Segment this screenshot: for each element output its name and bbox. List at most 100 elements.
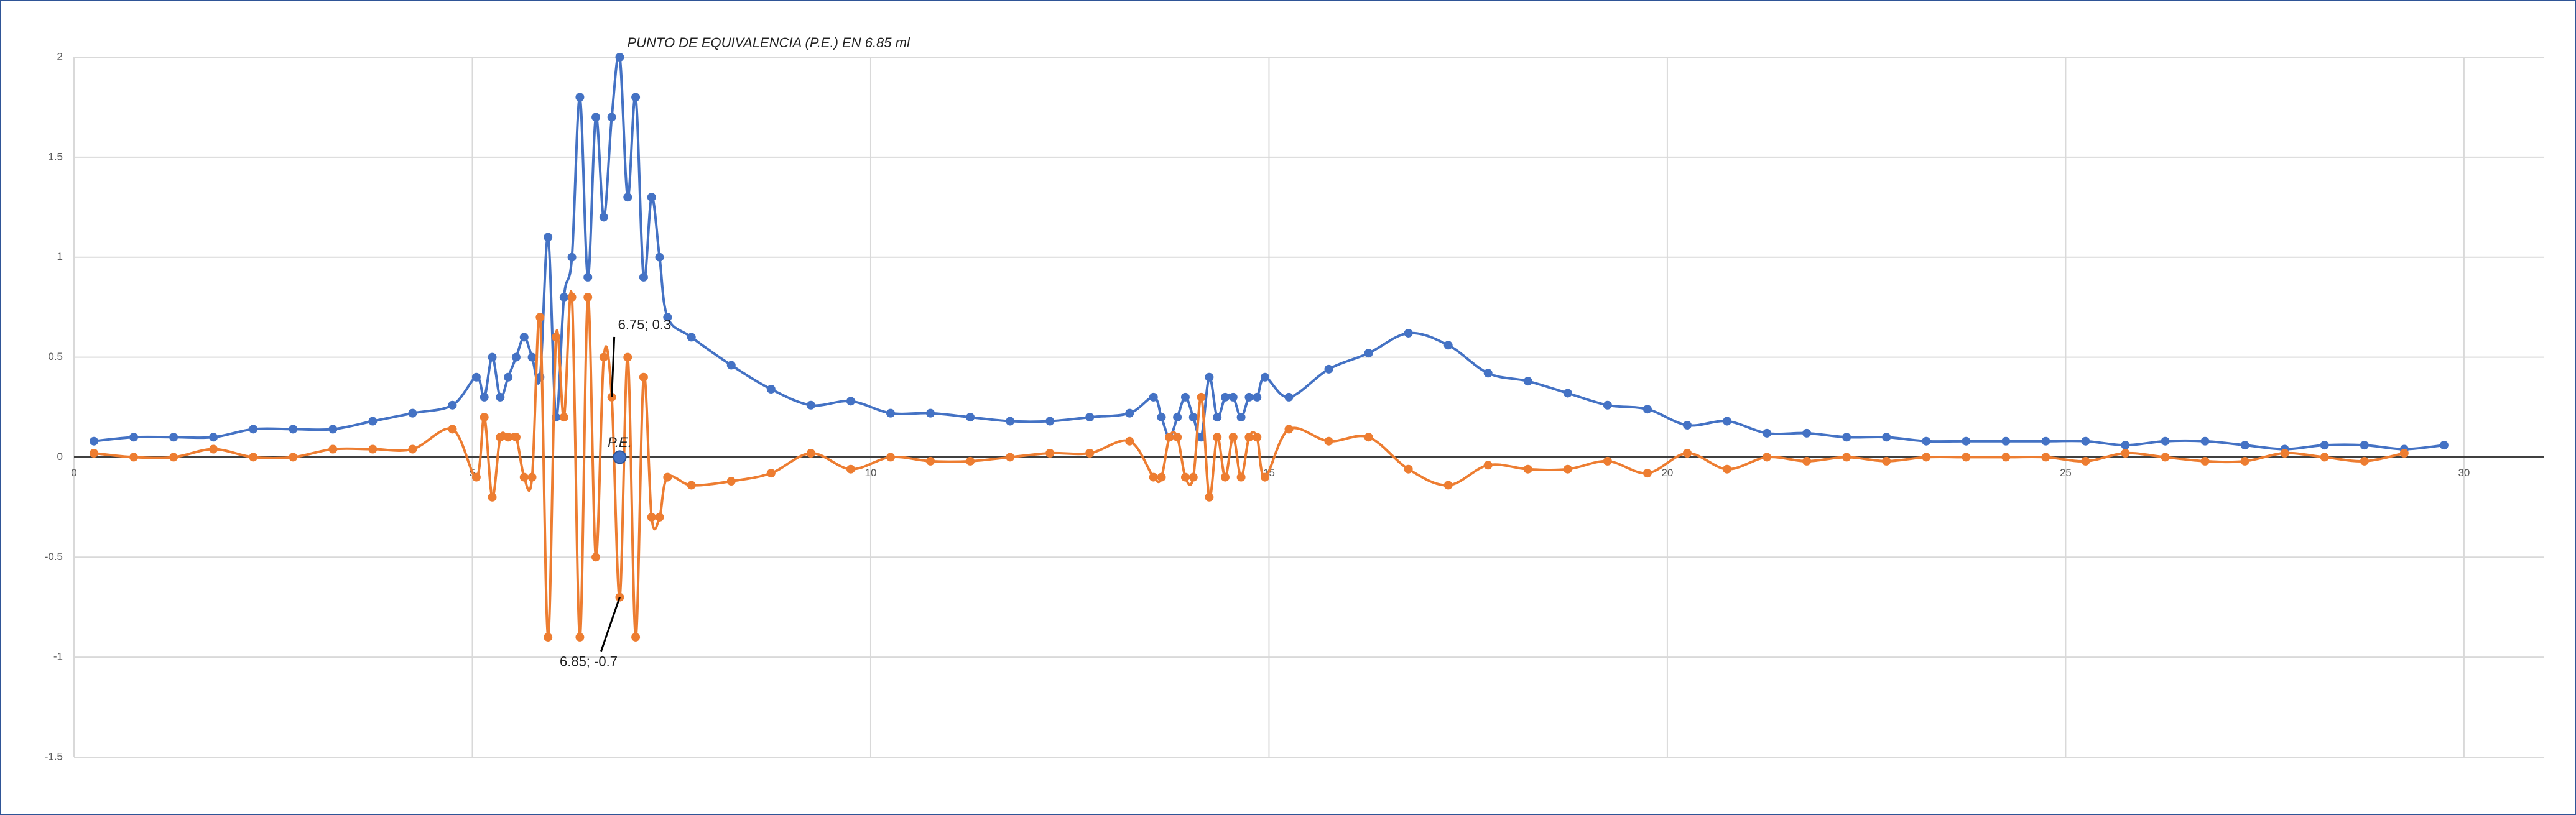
data-point — [1045, 417, 1055, 426]
data-point — [519, 472, 529, 482]
data-point — [1165, 433, 1174, 442]
data-point — [1253, 392, 1262, 402]
data-point — [1404, 464, 1413, 474]
data-point — [2041, 436, 2050, 446]
data-point — [1085, 413, 1095, 422]
data-point — [2001, 436, 2011, 446]
data-point — [766, 469, 776, 478]
data-point — [886, 453, 895, 462]
data-point — [519, 333, 529, 342]
data-point — [1188, 413, 1198, 422]
y-tick-label: -1.5 — [45, 750, 63, 762]
data-point — [575, 93, 585, 102]
data-point — [1642, 469, 1652, 478]
y-tick-label: 2 — [57, 50, 63, 62]
data-point — [2399, 448, 2409, 458]
data-point — [1324, 436, 1333, 446]
data-point — [2081, 436, 2090, 446]
data-point — [1483, 461, 1493, 470]
data-point — [806, 448, 815, 458]
data-point — [1802, 456, 1812, 466]
data-point — [551, 333, 560, 342]
data-point — [448, 425, 457, 434]
data-point — [1603, 456, 1612, 466]
data-point — [655, 252, 664, 262]
data-point — [1125, 436, 1134, 446]
data-point — [129, 453, 139, 462]
data-point — [1523, 377, 1532, 386]
data-point — [1244, 433, 1254, 442]
data-point — [615, 53, 624, 62]
data-point — [1642, 405, 1652, 414]
data-point — [504, 433, 513, 442]
data-point — [328, 444, 338, 454]
data-point — [1324, 364, 1333, 374]
data-point — [544, 233, 553, 242]
data-point — [448, 400, 457, 410]
data-point — [663, 472, 672, 482]
data-point — [1173, 433, 1182, 442]
data-point — [1197, 392, 1206, 402]
data-point — [599, 213, 608, 222]
x-tick-label: 25 — [2060, 467, 2072, 479]
data-point — [926, 408, 935, 418]
data-point — [2439, 441, 2449, 450]
data-point — [1723, 417, 1732, 426]
y-tick-label: 0 — [57, 451, 63, 463]
data-point — [926, 456, 935, 466]
annotation: 6.75; 0.3 — [618, 317, 672, 333]
data-point — [655, 512, 664, 522]
x-tick-label: 30 — [2458, 467, 2470, 479]
data-point — [663, 313, 672, 322]
data-point — [639, 272, 648, 282]
data-point — [623, 352, 632, 362]
data-point — [1213, 433, 1222, 442]
data-point — [1236, 413, 1246, 422]
data-point — [1157, 413, 1166, 422]
data-point — [559, 413, 568, 422]
data-point — [1563, 389, 1572, 398]
data-point — [496, 392, 505, 402]
data-point — [1045, 448, 1055, 458]
data-point — [1364, 349, 1373, 358]
data-point — [559, 293, 568, 302]
data-point — [1205, 492, 1214, 502]
data-point — [623, 193, 632, 202]
data-point — [591, 553, 601, 562]
data-point — [368, 444, 378, 454]
data-point — [2320, 441, 2329, 450]
data-point — [209, 433, 218, 442]
data-point — [1483, 369, 1493, 378]
data-point — [1157, 472, 1166, 482]
data-point — [2161, 453, 2170, 462]
data-point — [1261, 472, 1270, 482]
y-tick-label: 0.5 — [48, 351, 63, 362]
data-point — [575, 632, 585, 642]
data-point — [2081, 456, 2090, 466]
y-tick-label: 1 — [57, 251, 63, 262]
data-point — [1236, 472, 1246, 482]
y-tick-label: -1 — [53, 651, 63, 663]
data-point — [631, 93, 641, 102]
data-point — [1922, 453, 1931, 462]
data-point — [249, 453, 258, 462]
data-point — [687, 481, 696, 490]
data-point — [1523, 464, 1532, 474]
data-point — [1404, 328, 1413, 338]
data-point — [591, 113, 601, 122]
data-point — [209, 444, 218, 454]
data-point — [1006, 417, 1015, 426]
data-point — [1188, 472, 1198, 482]
leader-line — [611, 336, 616, 397]
data-point — [1220, 472, 1230, 482]
data-point — [607, 113, 616, 122]
data-point — [1180, 392, 1190, 402]
data-point — [1802, 428, 1812, 438]
y-tick-label: -0.5 — [45, 551, 63, 563]
data-point — [471, 372, 481, 382]
data-point — [1962, 436, 1971, 446]
data-point — [1723, 464, 1732, 474]
data-point — [169, 433, 178, 442]
data-point — [289, 425, 298, 434]
